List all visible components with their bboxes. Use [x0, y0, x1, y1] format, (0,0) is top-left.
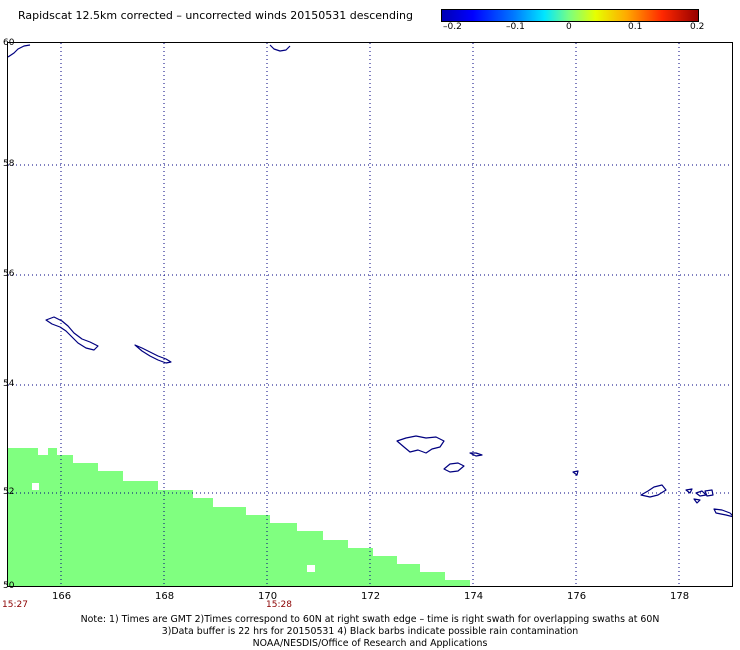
lon-label: 168: [155, 591, 175, 602]
coastline-bering-island: [45, 316, 99, 351]
swath-time-label: 15:27: [2, 600, 28, 610]
lat-label: 52: [3, 487, 15, 497]
lat-label: 56: [3, 269, 15, 279]
lat-label: 50: [3, 581, 15, 591]
lon-label: 170: [258, 591, 278, 602]
colorbar-tick: –0.2: [443, 22, 462, 32]
colorbar-tick: 0.1: [628, 22, 643, 32]
coastline-north-island: [269, 44, 291, 52]
lon-label: 178: [670, 591, 690, 602]
lon-label: 166: [52, 591, 72, 602]
footer-notes: Note: 1) Times are GMT 2)Times correspon…: [0, 614, 740, 650]
map-canvas: [8, 43, 732, 586]
coastline-kamchatka-tip: [8, 44, 31, 58]
coastlines: [8, 44, 732, 518]
map-plot-area: [7, 42, 733, 587]
coastline-attu-island: [396, 435, 445, 454]
lon-label: 172: [361, 591, 381, 602]
lat-label: 54: [3, 379, 15, 389]
swath-time-label: 15:28: [266, 600, 292, 610]
colorbar-tick: 0: [566, 22, 572, 32]
coastline-kiska-island: [640, 484, 667, 498]
lat-label: 60: [3, 38, 15, 48]
map-title: Rapidscat 12.5km corrected – uncorrected…: [18, 9, 414, 22]
lon-label: 176: [567, 591, 587, 602]
coastline-rat-islands-1: [685, 488, 693, 494]
note-line: Note: 1) Times are GMT 2)Times correspon…: [80, 614, 660, 625]
lon-label: 174: [464, 591, 484, 602]
note-line: 3)Data buffer is 22 hrs for 20150531 4) …: [161, 626, 579, 637]
colorbar: [441, 9, 699, 22]
coastline-semichi-islands: [469, 452, 483, 457]
coastline-buldir-island: [572, 470, 579, 476]
coastline-medny-island: [134, 344, 172, 364]
coastline-rat-islands-3: [704, 489, 714, 497]
wind-swath: [8, 448, 470, 586]
colorbar-tick: 0.2: [690, 22, 705, 32]
coastline-amchitka-island: [713, 508, 732, 518]
lat-label: 58: [3, 159, 15, 169]
coastline-agattu-island: [443, 462, 465, 473]
graticule: [8, 43, 732, 586]
note-line: NOAA/NESDIS/Office of Research and Appli…: [252, 638, 488, 649]
coastline-rat-islands-4: [693, 498, 701, 504]
colorbar-tick: –0.1: [506, 22, 525, 32]
swath-gaps: [32, 483, 315, 572]
